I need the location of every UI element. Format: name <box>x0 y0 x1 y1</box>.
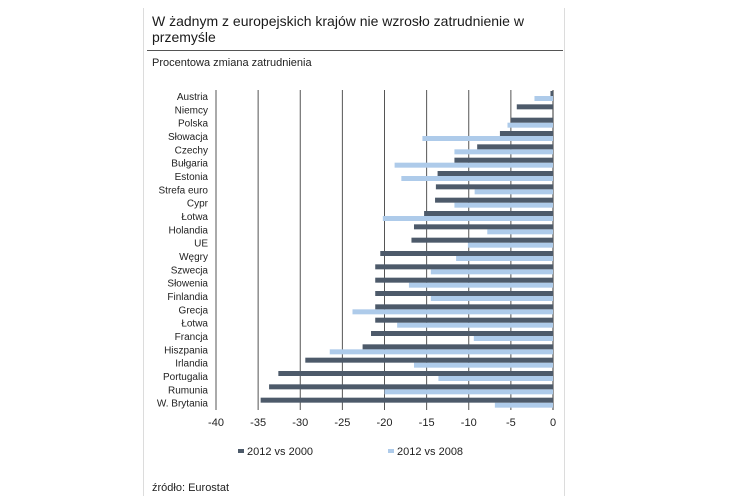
bar-2012-vs-2008 <box>408 282 553 288</box>
x-tick-label: -25 <box>334 417 350 429</box>
legend-swatch <box>388 449 394 453</box>
bar-2012-vs-2000 <box>305 357 553 363</box>
category-label: Niemcy <box>175 105 208 116</box>
bar-2012-vs-2000 <box>550 91 553 96</box>
bar-2012-vs-2000 <box>413 224 553 230</box>
bar-2012-vs-2000 <box>375 277 553 283</box>
bar-2012-vs-2008 <box>473 336 553 341</box>
bar-2012-vs-2008 <box>352 309 553 315</box>
bar-2012-vs-2008 <box>474 189 553 195</box>
legend: 2012 vs 2000 2012 vs 2008 <box>238 446 463 458</box>
category-label: UE <box>194 239 208 250</box>
category-label: Hiszpania <box>164 345 208 356</box>
bar-2012-vs-2000 <box>362 344 553 350</box>
category-label: Portugalia <box>163 372 208 383</box>
legend-label: 2012 vs 2000 <box>247 446 313 458</box>
bar-2012-vs-2000 <box>516 104 553 110</box>
bar-2012-vs-2000 <box>454 157 553 163</box>
x-tick-label: -20 <box>377 417 393 429</box>
bar-2012-vs-2000 <box>380 251 553 256</box>
category-label: Bułgaria <box>171 159 208 170</box>
x-tick-label: -35 <box>250 417 266 429</box>
bar-2012-vs-2008 <box>422 136 553 141</box>
bar-2012-vs-2008 <box>467 242 553 248</box>
category-label: Węgry <box>179 252 208 263</box>
bar-2012-vs-2000 <box>510 117 553 123</box>
x-tick-label: -30 <box>292 417 308 429</box>
category-label: Łotwa <box>181 319 208 330</box>
bar-2012-vs-2000 <box>424 211 553 216</box>
bar-2012-vs-2008 <box>394 162 553 168</box>
frame-right-border <box>564 8 565 496</box>
bar-2012-vs-2008 <box>329 349 553 355</box>
frame-left-border <box>143 8 144 496</box>
bar-2012-vs-2000 <box>278 371 553 376</box>
category-label: Irlandia <box>175 359 208 370</box>
bar-2012-vs-2008 <box>401 176 553 181</box>
category-label: Słowenia <box>167 279 208 290</box>
x-tick-label: -15 <box>419 417 435 429</box>
bar-2012-vs-2008 <box>456 256 553 261</box>
bar-2012-vs-2000 <box>411 237 553 243</box>
bar-2012-vs-2008 <box>438 376 553 381</box>
bar-2012-vs-2000 <box>375 264 553 270</box>
chart-title: W żadnym z europejskich krajów nie wzros… <box>152 13 524 45</box>
category-label: Rumunia <box>168 385 208 396</box>
source-note: źródło: Eurostat <box>152 482 230 494</box>
bar-2012-vs-2000 <box>499 131 553 136</box>
category-label: Holandia <box>169 225 209 236</box>
bar-2012-vs-2008 <box>454 202 553 208</box>
bar-2012-vs-2008 <box>397 322 553 328</box>
bars <box>260 91 553 408</box>
bar-2012-vs-2000 <box>435 197 553 203</box>
bar-2012-vs-2000 <box>375 317 553 323</box>
category-label: Słowacja <box>168 132 208 143</box>
category-label: Francja <box>175 332 209 343</box>
bar-2012-vs-2000 <box>477 144 553 150</box>
category-labels: Austria Niemcy Polska Słowacja Czechy Bułgari… <box>157 92 209 410</box>
bar-2012-vs-2008 <box>430 269 553 275</box>
bar-2012-vs-2008 <box>507 122 553 128</box>
category-label: Estonia <box>175 172 209 183</box>
bar-2012-vs-2008 <box>384 389 553 395</box>
bar-2012-vs-2000 <box>375 304 553 310</box>
category-label: Łotwa <box>181 212 208 223</box>
category-label: Cypr <box>187 199 209 210</box>
title-divider <box>147 50 563 51</box>
x-tick-label: -10 <box>461 417 477 429</box>
category-label: Strefa euro <box>159 185 209 196</box>
grid-lines <box>215 90 554 410</box>
bar-2012-vs-2008 <box>454 149 553 155</box>
bar-2012-vs-2008 <box>382 216 553 221</box>
bar-2012-vs-2000 <box>437 171 553 176</box>
category-label: Grecja <box>179 305 209 316</box>
bar-2012-vs-2000 <box>371 331 553 336</box>
legend-label: 2012 vs 2008 <box>397 446 463 458</box>
bar-2012-vs-2000 <box>260 397 553 403</box>
bar-2012-vs-2000 <box>375 291 553 296</box>
bar-2012-vs-2008 <box>534 96 553 101</box>
bar-2012-vs-2008 <box>430 296 553 301</box>
legend-swatch <box>238 449 244 453</box>
x-tick-labels: -40 -35 -30 -25 -20 -15 -10 -5 0 <box>208 417 556 429</box>
x-tick-label: 0 <box>550 417 556 429</box>
category-label: Polska <box>178 119 208 130</box>
bar-2012-vs-2008 <box>494 402 553 408</box>
bar-2012-vs-2000 <box>435 184 553 190</box>
bar-2012-vs-2000 <box>269 384 553 390</box>
category-label: Szwecja <box>171 265 209 276</box>
bar-2012-vs-2008 <box>413 362 553 368</box>
category-label: Czechy <box>175 145 208 156</box>
category-label: Finlandia <box>167 292 208 303</box>
x-tick-label: -5 <box>506 417 516 429</box>
category-label: Austria <box>177 92 209 103</box>
category-label: W. Brytania <box>157 399 209 410</box>
bar-2012-vs-2008 <box>487 229 553 235</box>
chart-subtitle: Procentowa zmiana zatrudnienia <box>152 57 312 69</box>
x-tick-label: -40 <box>208 417 224 429</box>
